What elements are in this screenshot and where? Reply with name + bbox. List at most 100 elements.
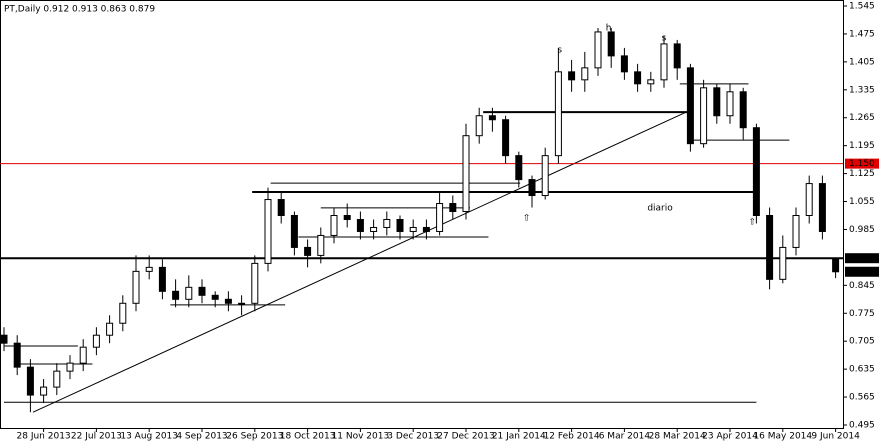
- y-tick-label: 1.475: [849, 29, 875, 39]
- candle-body: [766, 215, 774, 280]
- candle-body: [607, 31, 615, 57]
- candle-body: [185, 286, 193, 300]
- y-tick-label: 1.265: [849, 113, 875, 123]
- candle-body: [13, 342, 21, 368]
- candle-body: [211, 294, 219, 300]
- annotation: ⇧: [749, 217, 757, 227]
- annotation: s: [557, 45, 562, 55]
- x-tick-label: 28 Jun 2013: [17, 432, 71, 441]
- y-tick-label: 0.495: [849, 421, 875, 431]
- candle-body: [488, 115, 496, 121]
- chart-title: PT,Daily 0.912 0.913 0.863 0.879: [4, 5, 155, 15]
- candle-body: [462, 135, 470, 213]
- candle-body: [383, 218, 391, 228]
- y-tick-label: 0.705: [849, 337, 875, 347]
- y-tick-label: 1.545: [849, 2, 875, 12]
- candle-body: [53, 370, 61, 388]
- candle-body: [26, 366, 34, 396]
- price-badge: [845, 158, 879, 169]
- candle-body: [660, 43, 668, 81]
- candle-body: [832, 258, 840, 273]
- x-tick-label: 11 Nov 2013: [332, 432, 390, 441]
- candle-body: [290, 215, 298, 248]
- candle-body: [673, 43, 681, 69]
- x-tick-label: 12 Feb 2014: [544, 432, 600, 441]
- candle-body: [581, 67, 589, 81]
- y-tick-label: 1.055: [849, 197, 875, 207]
- candle-body: [198, 286, 206, 296]
- candle-body: [502, 119, 510, 157]
- y-tick-label: 0.845: [849, 281, 875, 291]
- candle-body: [145, 266, 153, 272]
- x-tick-label: 13 Aug 2013: [120, 432, 178, 441]
- candle-body: [436, 203, 444, 232]
- candle-body: [713, 87, 721, 117]
- candle-body: [409, 226, 417, 232]
- candle-body: [238, 302, 246, 305]
- annotation: s: [662, 33, 667, 43]
- x-tick-label: 16 May 2014: [753, 432, 812, 441]
- candle-body: [726, 91, 734, 117]
- price-badge: [845, 253, 879, 264]
- candle-body: [739, 91, 747, 129]
- y-tick-label: 0.565: [849, 393, 875, 403]
- candle-body: [818, 183, 826, 232]
- y-tick-label: 1.125: [849, 169, 875, 179]
- y-tick-label: 1.195: [849, 141, 875, 151]
- x-tick-label: 22 Jul 2013: [71, 432, 122, 441]
- x-tick-label: 9 Jun 2014: [811, 432, 860, 441]
- candle-body: [119, 302, 127, 324]
- candle-body: [330, 215, 338, 236]
- x-tick-label: 4 Sep 2013: [176, 432, 227, 441]
- candle-body: [422, 226, 430, 232]
- price-badge-label: 1.150: [849, 159, 875, 169]
- x-tick-label: 21 Jan 2014: [492, 432, 546, 441]
- candle-body: [515, 155, 523, 181]
- candle-body: [356, 218, 364, 232]
- candle-body: [132, 270, 140, 304]
- candle-body: [0, 334, 8, 344]
- candle-body: [92, 334, 100, 348]
- candle-body: [264, 199, 272, 264]
- candle-body: [343, 215, 351, 220]
- x-tick-label: 23 Apr 2014: [702, 432, 758, 441]
- candle-body: [370, 226, 378, 232]
- candle-body: [449, 203, 457, 213]
- candle-body: [475, 115, 483, 137]
- candle-body: [792, 215, 800, 248]
- x-tick-label: 26 Sep 2013: [226, 432, 283, 441]
- candle-body: [66, 362, 74, 372]
- candle-body: [620, 55, 628, 73]
- candle-body: [594, 31, 602, 69]
- candle-body: [805, 183, 813, 216]
- y-tick-label: 1.335: [849, 85, 875, 95]
- candle-body: [158, 266, 166, 292]
- candle-body: [224, 298, 232, 304]
- price-badge-label: 0.913: [849, 254, 875, 264]
- candle-body: [106, 322, 114, 336]
- x-tick-label: 3 Dec 2013: [387, 432, 439, 441]
- y-tick-label: 1.405: [849, 57, 875, 67]
- price-badge: [845, 266, 879, 277]
- candle-body: [568, 71, 576, 81]
- candle-body: [647, 79, 655, 85]
- price-badge-label: 0.879: [849, 267, 875, 277]
- candle-body: [634, 71, 642, 85]
- y-tick-label: 0.985: [849, 225, 875, 235]
- plot-frame: [0, 0, 844, 429]
- candle-body: [554, 71, 562, 157]
- candle-body: [317, 234, 325, 256]
- candle-body: [40, 386, 48, 396]
- x-tick-label: 27 Dec 2013: [437, 432, 495, 441]
- x-tick-label: 6 Mar 2014: [599, 432, 651, 441]
- trend-line: [32, 109, 691, 413]
- candle-body: [304, 246, 312, 256]
- candle-body: [779, 246, 787, 280]
- x-tick-label: 18 Oct 2013: [280, 432, 336, 441]
- candle-body: [541, 155, 549, 197]
- candle-body: [251, 262, 259, 304]
- candle-body: [277, 199, 285, 217]
- candle-body: [700, 87, 708, 145]
- candle-body: [79, 346, 87, 364]
